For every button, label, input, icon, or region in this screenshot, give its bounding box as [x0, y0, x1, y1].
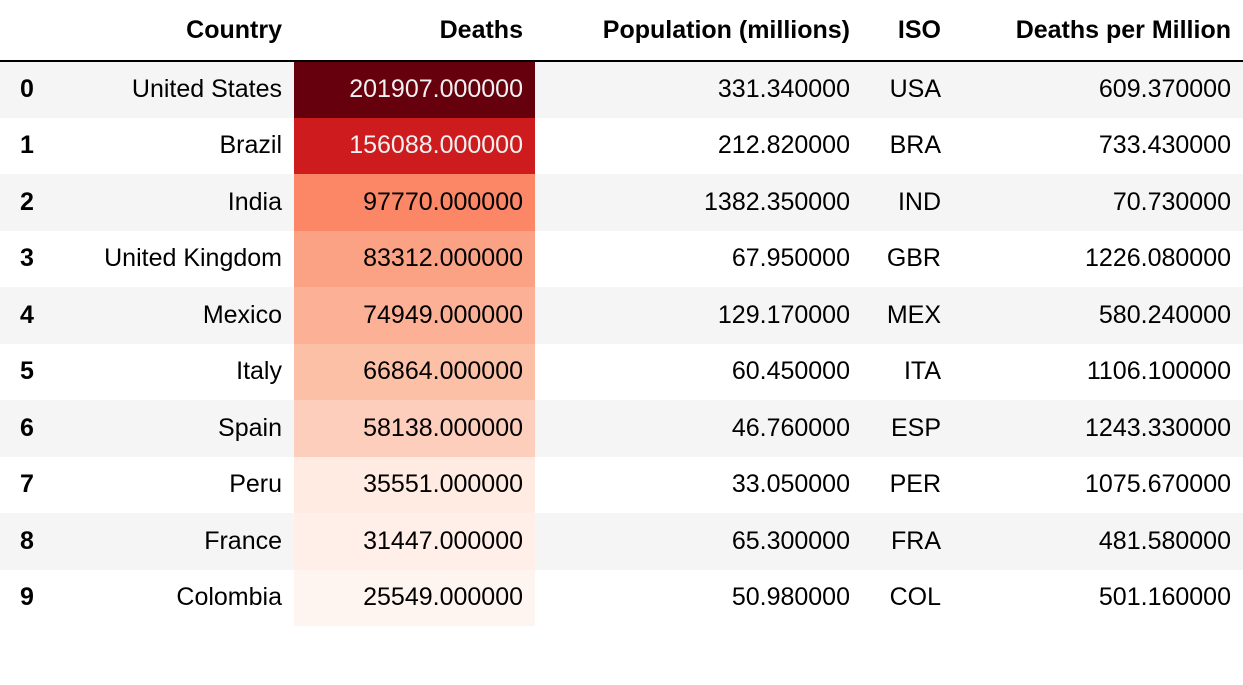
country-cell: India	[227, 187, 282, 216]
iso-cell: ITA	[903, 357, 941, 386]
population-cell: 1382.350000	[704, 187, 850, 216]
table-row: 3 United Kingdom 83312.000000 67.950000 …	[0, 230, 1243, 287]
deaths-per-million-cell: 1106.100000	[1086, 357, 1231, 386]
column-header-population: Population (millions)	[535, 0, 862, 62]
table-row: 9 Colombia 25549.000000 50.980000 COL 50…	[0, 569, 1243, 626]
iso-cell: FRA	[891, 526, 941, 555]
country-cell: Italy	[236, 357, 282, 386]
column-header-iso: ISO	[862, 0, 953, 62]
iso-cell: BRA	[889, 131, 941, 160]
row-index: 0	[20, 75, 34, 104]
deaths-per-million-cell: 609.370000	[1098, 75, 1231, 104]
iso-cell: PER	[889, 470, 941, 499]
table-row: 1 Brazil 156088.000000 212.820000 BRA 73…	[0, 117, 1243, 174]
population-cell: 50.980000	[731, 583, 850, 612]
population-cell: 65.300000	[731, 526, 850, 555]
country-cell: Spain	[218, 413, 282, 442]
column-header-country: Country	[50, 0, 294, 62]
population-cell: 60.450000	[731, 357, 850, 386]
deaths-cell: 74949.000000	[294, 287, 535, 344]
index-header	[0, 0, 50, 62]
table-row: 4 Mexico 74949.000000 129.170000 MEX 580…	[0, 287, 1243, 344]
country-cell: Brazil	[219, 131, 282, 160]
deaths-cell: 156088.000000	[294, 117, 535, 174]
column-header-deaths: Deaths	[294, 0, 535, 62]
iso-cell: COL	[889, 583, 941, 612]
row-index: 9	[20, 583, 34, 612]
header-row: Country Deaths Population (millions) ISO…	[0, 0, 1243, 62]
table-row: 7 Peru 35551.000000 33.050000 PER 1075.6…	[0, 456, 1243, 513]
deaths-per-million-cell: 580.240000	[1098, 300, 1231, 329]
iso-cell: USA	[889, 75, 941, 104]
country-cell: Peru	[229, 470, 282, 499]
deaths-per-million-cell: 501.160000	[1098, 583, 1231, 612]
row-index: 7	[20, 470, 34, 499]
country-cell: Mexico	[202, 300, 282, 329]
table-row: 6 Spain 58138.000000 46.760000 ESP 1243.…	[0, 400, 1243, 457]
deaths-cell: 58138.000000	[294, 400, 535, 457]
population-cell: 33.050000	[731, 470, 850, 499]
iso-cell: GBR	[886, 244, 941, 273]
dataframe-table: Country Deaths Population (millions) ISO…	[0, 0, 1243, 626]
iso-cell: ESP	[890, 413, 941, 442]
deaths-cell: 83312.000000	[294, 230, 535, 287]
deaths-per-million-cell: 733.430000	[1098, 131, 1231, 160]
table-row: 2 India 97770.000000 1382.350000 IND 70.…	[0, 174, 1243, 231]
deaths-per-million-cell: 1243.330000	[1085, 413, 1231, 442]
row-index: 1	[20, 131, 34, 160]
population-cell: 212.820000	[717, 131, 850, 160]
table-row: 5 Italy 66864.000000 60.450000 ITA 1106.…	[0, 343, 1243, 400]
deaths-per-million-cell: 1075.670000	[1085, 470, 1231, 499]
column-header-deaths-per-million: Deaths per Million	[953, 0, 1243, 62]
deaths-cell: 35551.000000	[294, 456, 535, 513]
iso-cell: IND	[897, 187, 941, 216]
deaths-per-million-cell: 70.730000	[1112, 187, 1231, 216]
row-index: 6	[20, 413, 34, 442]
deaths-cell: 66864.000000	[294, 343, 535, 400]
row-index: 8	[20, 526, 34, 555]
population-cell: 331.340000	[717, 75, 850, 104]
deaths-cell: 31447.000000	[294, 513, 535, 570]
table-body: 0 United States 201907.000000 331.340000…	[0, 61, 1243, 626]
deaths-cell: 201907.000000	[294, 61, 535, 118]
table-row: 8 France 31447.000000 65.300000 FRA 481.…	[0, 513, 1243, 570]
population-cell: 67.950000	[731, 244, 850, 273]
country-cell: United Kingdom	[104, 244, 282, 273]
population-cell: 46.760000	[731, 413, 850, 442]
row-index: 5	[20, 357, 34, 386]
row-index: 3	[20, 244, 34, 273]
row-index: 2	[20, 187, 34, 216]
row-index: 4	[20, 300, 34, 329]
population-cell: 129.170000	[717, 300, 850, 329]
deaths-cell: 25549.000000	[294, 569, 535, 626]
country-cell: United States	[131, 75, 282, 104]
country-cell: Colombia	[176, 583, 282, 612]
iso-cell: MEX	[886, 300, 941, 329]
deaths-per-million-cell: 481.580000	[1098, 526, 1231, 555]
table-row: 0 United States 201907.000000 331.340000…	[0, 61, 1243, 118]
country-cell: France	[204, 526, 282, 555]
deaths-cell: 97770.000000	[294, 174, 535, 231]
table-header: Country Deaths Population (millions) ISO…	[0, 0, 1243, 62]
deaths-per-million-cell: 1226.080000	[1085, 244, 1231, 273]
